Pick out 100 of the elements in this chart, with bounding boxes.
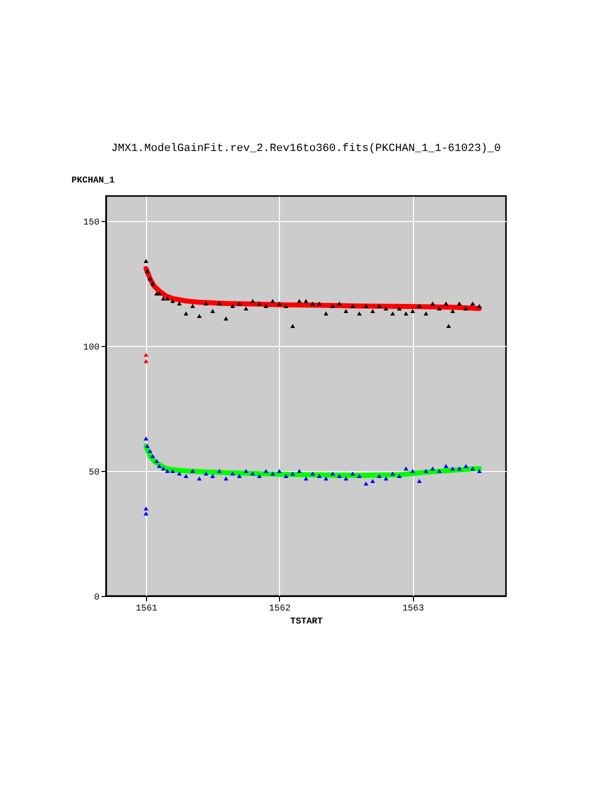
x-tick-label: 1563	[402, 604, 424, 614]
point	[230, 304, 236, 308]
point	[144, 258, 148, 264]
point	[424, 468, 428, 474]
point	[144, 511, 148, 516]
point	[144, 506, 148, 511]
point	[356, 311, 362, 316]
point	[150, 281, 156, 286]
point	[304, 298, 308, 304]
x-tick-label: 1561	[136, 604, 158, 614]
point	[144, 358, 148, 364]
y-tick-label: 50	[88, 468, 100, 478]
point	[404, 311, 408, 316]
point	[324, 476, 328, 481]
point	[324, 311, 328, 316]
point	[416, 478, 422, 484]
point	[410, 308, 416, 314]
point	[196, 476, 202, 481]
point	[396, 306, 402, 311]
point	[390, 311, 396, 316]
point	[270, 298, 276, 304]
point	[264, 304, 268, 308]
point	[364, 304, 368, 308]
point	[224, 316, 228, 321]
point	[250, 471, 256, 476]
point	[190, 304, 196, 308]
point	[416, 304, 422, 308]
point	[390, 471, 396, 476]
point	[244, 468, 248, 474]
point	[196, 314, 202, 318]
point	[156, 464, 162, 468]
y-axis-title: PKCHAN_1	[72, 176, 116, 186]
point	[144, 444, 150, 448]
point	[430, 301, 436, 306]
point	[224, 476, 228, 481]
point	[276, 301, 282, 306]
point	[190, 468, 196, 474]
point	[450, 308, 456, 314]
point	[344, 476, 348, 481]
point	[170, 468, 176, 474]
point	[450, 466, 456, 471]
point	[270, 471, 276, 476]
point	[184, 474, 188, 478]
y-tick-label: 0	[94, 592, 100, 602]
point	[148, 448, 152, 454]
y-tick-label: 100	[83, 342, 100, 352]
point	[476, 468, 482, 474]
point	[470, 301, 476, 306]
point	[344, 308, 348, 314]
point	[216, 301, 222, 306]
point	[330, 304, 336, 308]
point	[230, 471, 236, 476]
point	[316, 301, 322, 306]
point	[376, 474, 382, 478]
point	[160, 466, 166, 471]
point	[164, 468, 170, 474]
point	[476, 304, 482, 308]
point	[236, 474, 242, 478]
point	[356, 474, 362, 478]
point	[310, 471, 316, 476]
point	[376, 304, 382, 308]
point	[304, 476, 308, 481]
point	[160, 296, 166, 301]
point	[370, 308, 376, 314]
point	[296, 298, 302, 304]
point	[456, 301, 462, 306]
point	[396, 474, 402, 478]
point	[210, 474, 216, 478]
x-axis-title: TSTART	[290, 616, 324, 626]
point	[316, 474, 322, 478]
point	[470, 466, 476, 471]
point	[250, 298, 256, 304]
point	[150, 454, 156, 458]
point	[290, 471, 296, 476]
point	[456, 466, 462, 471]
y-tick-label: 150	[83, 218, 100, 228]
point	[284, 474, 288, 478]
point	[384, 306, 388, 311]
point	[446, 324, 452, 328]
point	[170, 298, 176, 304]
point	[350, 304, 356, 308]
point	[296, 468, 302, 474]
point	[336, 474, 342, 478]
point	[464, 306, 468, 311]
chart-title: JMX1.ModelGainFit.rev_2.Rev16to360.fits(PKCHAN_1_1-61023)_0	[111, 143, 501, 155]
point	[436, 468, 442, 474]
point	[144, 352, 148, 357]
point	[264, 468, 268, 474]
point	[424, 311, 428, 316]
point	[336, 301, 342, 306]
x-tick-label: 1562	[269, 604, 291, 614]
point	[464, 464, 468, 468]
point	[330, 471, 336, 476]
point	[444, 301, 448, 306]
point	[350, 471, 356, 476]
point	[404, 466, 408, 471]
point	[244, 306, 248, 311]
point	[176, 471, 182, 476]
point	[144, 268, 150, 274]
point	[284, 304, 288, 308]
